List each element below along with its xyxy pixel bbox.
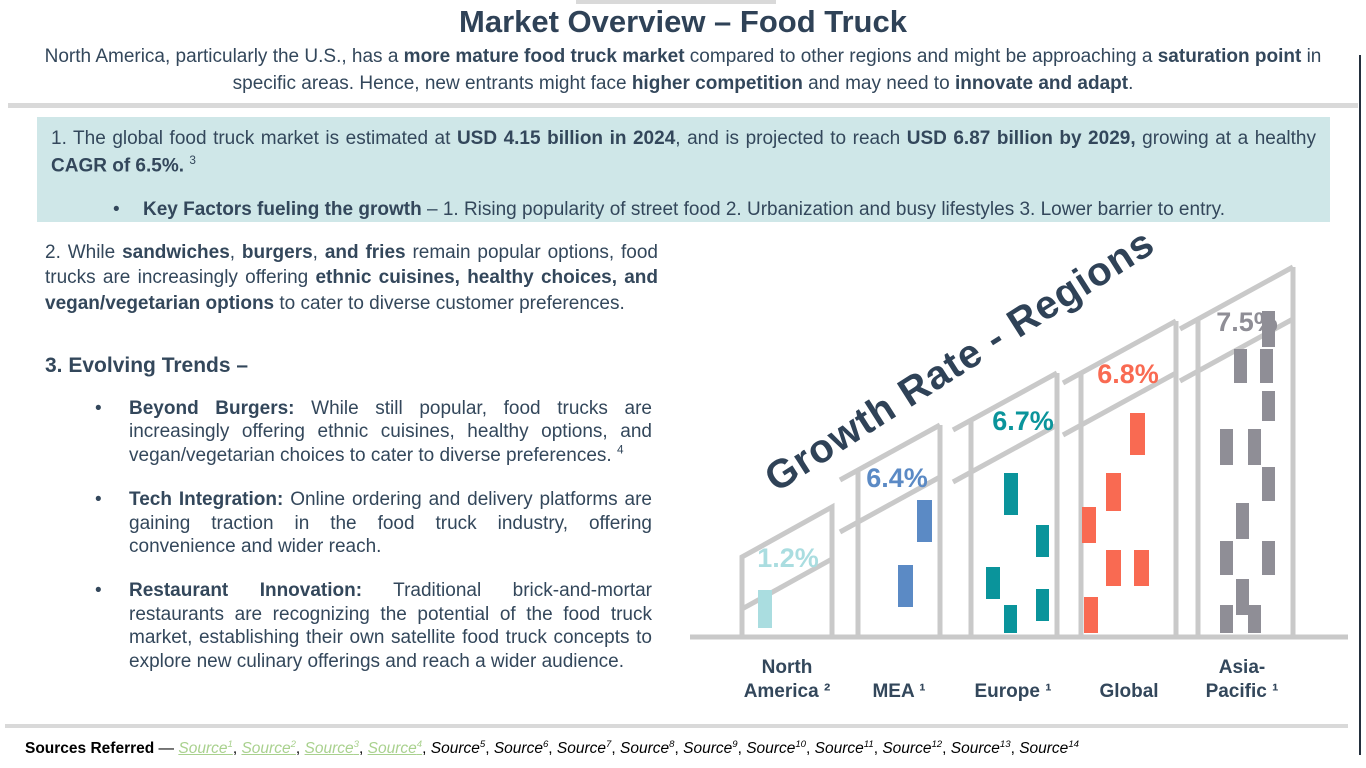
trend-tech-integration: Tech Integration: Online ordering and de… bbox=[129, 489, 652, 558]
bullet-icon: • bbox=[95, 580, 102, 602]
category-label-asia-pacific-line1: Asia- bbox=[1219, 657, 1265, 678]
confetti-global bbox=[1082, 413, 1149, 633]
source-ref-13: Source13 bbox=[950, 739, 1011, 758]
page-title: Market Overview – Food Truck bbox=[459, 4, 907, 39]
category-label-north-america-line2: America ² bbox=[744, 681, 831, 702]
category-label-global: Global bbox=[1099, 681, 1158, 702]
confetti-mea bbox=[898, 500, 932, 607]
bullet-icon: • bbox=[95, 398, 102, 419]
source-ref-11: Source11 bbox=[814, 739, 874, 758]
value-label-asia-pacific: 7.5% bbox=[1216, 307, 1278, 337]
chart-step-outlines bbox=[690, 264, 1348, 640]
trend-bullet-list: • Beyond Burgers: While still popular, f… bbox=[95, 397, 652, 694]
bullet-icon: • bbox=[113, 198, 120, 220]
top-decor-strip bbox=[576, 0, 776, 4]
confetti-europe bbox=[986, 473, 1049, 633]
market-size-paragraph: 1. The global food truck market is estim… bbox=[51, 128, 1316, 176]
header-divider bbox=[8, 103, 1358, 108]
sources-list: Source1, Source2, Source3, Source4, Sour… bbox=[178, 739, 1079, 758]
source-ref-10: Source10 bbox=[746, 739, 806, 758]
growth-rate-chart: 1.2% 6.4% 6.7% 6.8% 7.5% North America ²… bbox=[690, 221, 1348, 702]
source-ref-5: Source5 bbox=[430, 739, 486, 758]
list-item: • Restaurant Innovation: Traditional bri… bbox=[95, 579, 652, 672]
key-factors-text: Key Factors fueling the growth – 1. Risi… bbox=[143, 198, 1226, 220]
highlight-box: 1. The global food truck market is estim… bbox=[37, 117, 1330, 222]
source-ref-8: Source8 bbox=[620, 739, 675, 758]
key-factors-bullet: • Key Factors fueling the growth – 1. Ri… bbox=[51, 197, 1316, 224]
category-label-mea: MEA ¹ bbox=[872, 681, 925, 702]
confetti-north-america bbox=[758, 590, 772, 628]
slide-right-border bbox=[1359, 55, 1361, 755]
list-item: • Beyond Burgers: While still popular, f… bbox=[95, 397, 652, 467]
source-link-2[interactable]: Source2 bbox=[241, 739, 296, 758]
bullet-icon: • bbox=[95, 489, 102, 511]
trend-restaurant-innovation: Restaurant Innovation: Traditional brick… bbox=[129, 580, 652, 672]
subtitle-text: North America, particularly the U.S., ha… bbox=[44, 46, 1322, 94]
value-label-mea: 6.4% bbox=[866, 463, 928, 493]
source-ref-6: Source6 bbox=[493, 739, 549, 758]
sources-footer: Sources Referred — Source1, Source2, Sou… bbox=[25, 739, 1345, 758]
list-item: • Tech Integration: Online ordering and … bbox=[95, 488, 652, 558]
value-label-europe: 6.7% bbox=[992, 406, 1054, 436]
trend-beyond-burgers: Beyond Burgers: While still popular, foo… bbox=[129, 398, 652, 467]
sources-label: Sources Referred bbox=[25, 740, 155, 758]
category-label-asia-pacific-line2: Pacific ¹ bbox=[1206, 681, 1279, 702]
value-label-global: 6.8% bbox=[1097, 359, 1159, 389]
menu-trends-paragraph: 2. While sandwiches, burgers, and fries … bbox=[45, 242, 659, 314]
source-ref-14: Source14 bbox=[1019, 739, 1079, 758]
source-ref-9: Source9 bbox=[683, 739, 738, 758]
source-link-3[interactable]: Source3 bbox=[304, 739, 360, 758]
confetti-asia-pacific bbox=[1220, 311, 1275, 633]
value-label-north-america: 1.2% bbox=[757, 543, 819, 573]
category-label-north-america-line1: North bbox=[762, 657, 813, 678]
source-ref-12: Source12 bbox=[882, 739, 943, 758]
source-ref-7: Source7 bbox=[556, 739, 612, 758]
category-label-europe: Europe ¹ bbox=[974, 681, 1051, 702]
source-link-4[interactable]: Source4 bbox=[367, 739, 423, 758]
sources-divider bbox=[5, 724, 1348, 728]
sources-dash: — bbox=[158, 740, 175, 758]
source-link-1[interactable]: Source1 bbox=[178, 739, 233, 758]
evolving-trends-heading: 3. Evolving Trends – bbox=[45, 354, 249, 377]
